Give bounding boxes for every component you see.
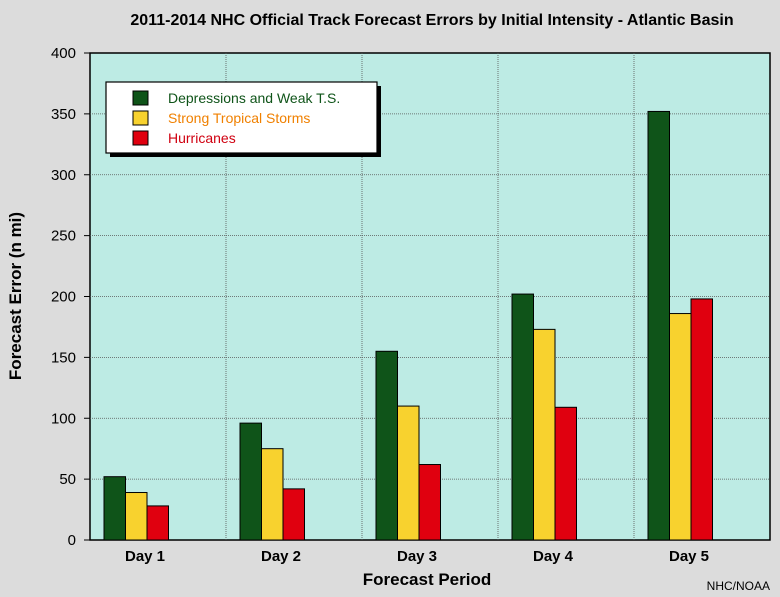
legend: Depressions and Weak T.S. Strong Tropical… — [105, 81, 381, 157]
legend-swatch — [132, 90, 149, 106]
legend-swatch — [132, 130, 149, 146]
x-tick-label: Day 5 — [669, 548, 709, 565]
bar — [125, 492, 148, 541]
y-tick-label: 300 — [51, 167, 76, 184]
bar — [397, 405, 420, 541]
bar — [239, 422, 262, 541]
x-tick-label: Day 4 — [533, 548, 574, 565]
legend-label: Strong Tropical Storms — [168, 110, 310, 126]
legend-box — [105, 81, 378, 154]
bar — [669, 313, 692, 541]
legend-label: Depressions and Weak T.S. — [168, 90, 340, 106]
bar — [647, 110, 670, 541]
y-tick-label: 150 — [51, 349, 76, 366]
bar — [533, 328, 556, 541]
axes: 0 50 100 150 200 250 300 350 400 Day 1 Day 2 Day 3 D… — [51, 45, 709, 565]
y-tick-label: 0 — [68, 532, 76, 549]
bar — [690, 298, 713, 541]
chart-title: 2011-2014 NHC Official Track Forecast Er… — [130, 12, 733, 29]
y-tick-label: 400 — [51, 45, 76, 62]
x-tick-label: Day 2 — [261, 548, 301, 565]
y-tick-label: 350 — [51, 106, 76, 123]
bar — [282, 488, 305, 541]
y-tick-label: 50 — [59, 471, 76, 488]
bar — [146, 505, 169, 541]
y-tick-label: 200 — [51, 289, 76, 306]
bar — [103, 476, 126, 541]
bar — [418, 464, 441, 541]
bars — [103, 110, 713, 541]
y-tick-label: 100 — [51, 410, 76, 427]
bar — [511, 293, 534, 541]
bar — [375, 350, 398, 541]
y-tick-label: 250 — [51, 228, 76, 245]
legend-swatch — [132, 110, 149, 126]
bar — [261, 448, 284, 541]
x-axis-title: Forecast Period — [363, 570, 492, 589]
x-tick-label: Day 3 — [397, 548, 437, 565]
x-tick-label: Day 1 — [125, 548, 165, 565]
legend-label: Hurricanes — [168, 130, 236, 146]
credit-text: NHC/NOAA — [707, 579, 770, 593]
y-axis-title: Forecast Error (n mi) — [6, 212, 25, 380]
bar — [554, 406, 577, 541]
